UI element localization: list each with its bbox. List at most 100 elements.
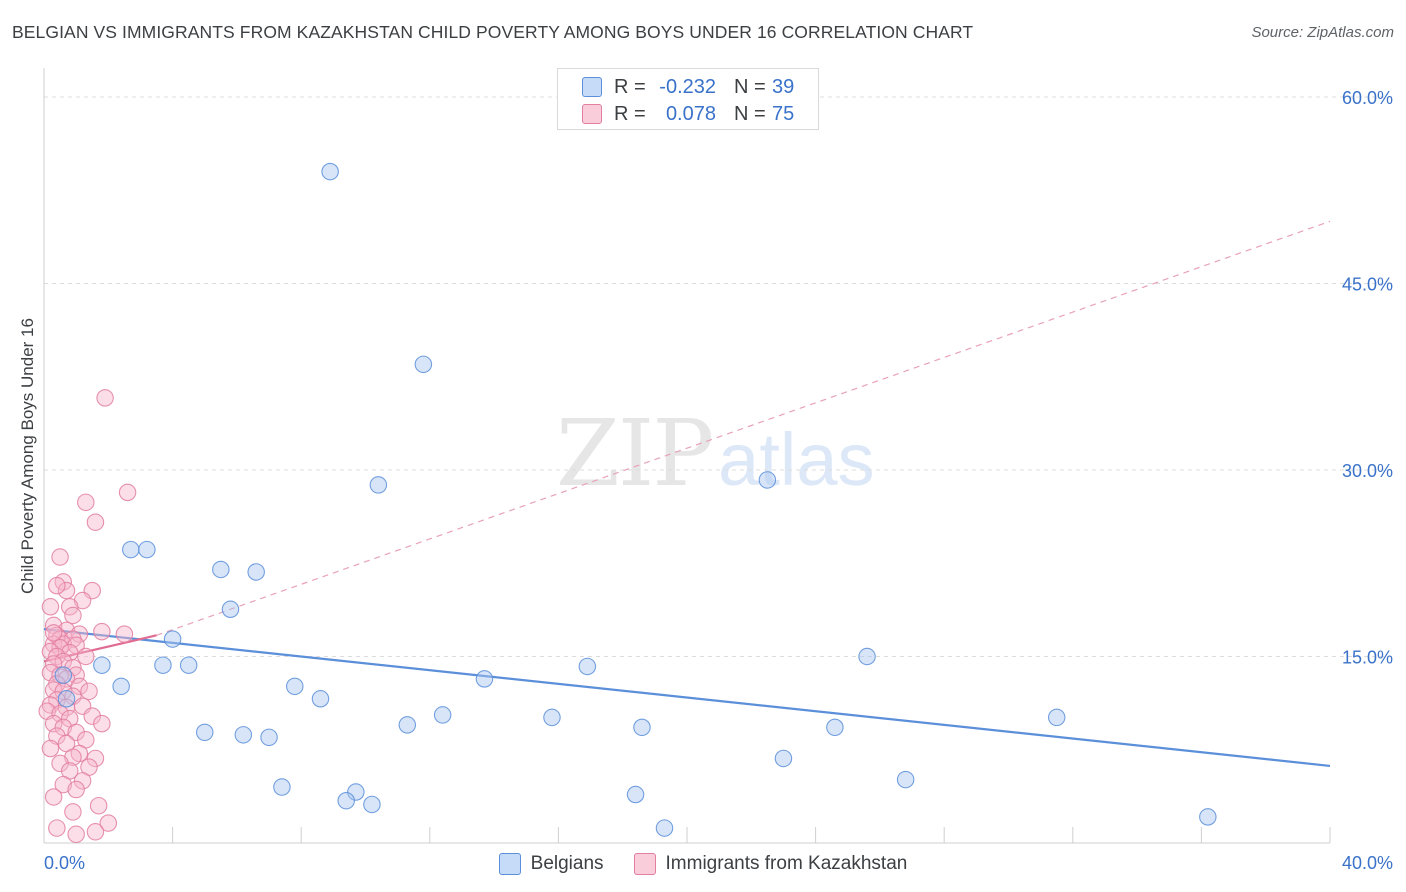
legend-swatch-kazakhstan [582,104,602,124]
point-belgians [758,471,777,489]
point-kazakhstan [57,621,76,640]
point-belgians [260,728,278,747]
point-kazakhstan [44,788,63,806]
point-belgians [1047,708,1066,727]
point-belgians [154,656,172,674]
legend-item-kazakhstan[interactable]: Immigrants from Kazakhstan [633,853,908,875]
point-kazakhstan [86,513,105,531]
point-belgians [286,677,304,696]
point-belgians [179,656,198,674]
point-kazakhstan [51,704,69,723]
point-belgians [311,690,330,708]
point-kazakhstan [70,677,89,696]
point-belgians [273,778,291,796]
label-layer: 15.0% 30.0% 45.0% 60.0% 0.0% 40.0% [44,88,1393,873]
point-kazakhstan [77,493,95,512]
point-belgians [363,795,381,814]
point-belgians [433,706,452,724]
point-belgians [112,677,130,696]
correlation-legend: R = -0.232 N = 39 R = 0.078 N = 75 [557,68,819,130]
legend-n-label: N = [734,102,766,125]
point-kazakhstan [93,714,111,733]
point-belgians [122,540,140,559]
point-kazakhstan [51,754,69,773]
legend-swatch-kazakhstan [633,853,656,875]
y-tick-label: 30.0% [1342,461,1393,481]
point-belgians [321,162,339,181]
point-kazakhstan [64,606,82,625]
point-kazakhstan [41,739,60,758]
legend-label-kazakhstan: Immigrants from Kazakhstan [665,853,908,874]
point-kazakhstan [48,576,66,595]
trend-layer [43,220,1331,768]
point-kazakhstan [67,780,85,799]
legend-swatch-belgians [582,77,602,97]
axis-layer [43,68,1331,844]
points-layer [38,162,1217,844]
point-belgians [626,785,645,804]
y-tick-label: 15.0% [1342,648,1393,668]
point-kazakhstan [83,707,101,725]
x-tick-label-max: 40.0% [1342,853,1393,873]
legend-r-value: -0.232 [659,75,716,98]
point-belgians [774,749,793,768]
watermark-atlas: atlas [718,418,875,501]
point-belgians [655,819,674,837]
point-kazakhstan [67,666,85,684]
legend-swatch-belgians [498,853,521,875]
point-belgians [347,783,365,801]
point-belgians [337,791,355,810]
y-tick-label: 60.0% [1342,88,1393,108]
y-axis-title: Child Poverty Among Boys Under 16 [18,318,37,594]
legend-label-belgians: Belgians [530,853,604,874]
legend-n-value: 75 [772,102,795,125]
point-kazakhstan [73,772,92,790]
point-kazakhstan [99,814,118,832]
point-kazakhstan [54,775,73,794]
point-kazakhstan [93,622,111,641]
point-kazakhstan [86,749,105,768]
point-kazakhstan [51,548,69,566]
point-belgians [858,647,876,666]
point-kazakhstan [64,803,82,821]
legend-row-belgians: R = -0.232 N = 39 [582,75,794,99]
point-kazakhstan [41,598,60,616]
grid-layer [44,96,1395,657]
point-belgians [234,726,253,744]
point-belgians [1199,808,1217,826]
x-tick-label-min: 0.0% [44,853,85,873]
watermark-zip: ZIP [556,400,714,507]
point-kazakhstan [118,483,137,502]
point-kazakhstan [67,825,85,844]
point-belgians [247,563,265,581]
legend-item-belgians[interactable]: Belgians [498,853,604,875]
point-belgians [196,723,214,742]
point-belgians [163,630,182,648]
point-kazakhstan [115,625,134,643]
point-kazakhstan [67,723,85,742]
y-tick-label: 45.0% [1342,275,1393,295]
legend-r-label: R = [614,75,646,98]
legend-r-label: R = [614,102,646,125]
point-kazakhstan [86,823,105,841]
point-kazakhstan [89,796,108,815]
point-belgians [138,540,156,559]
point-kazakhstan [44,624,63,642]
chart-source: Source: ZipAtlas.com [1251,24,1394,41]
point-belgians [414,355,433,374]
watermark: ZIPatlas [556,400,874,507]
point-kazakhstan [96,389,114,407]
point-belgians [54,666,73,684]
point-belgians [896,770,915,789]
trend-line-kazakhstan-dashed [156,220,1331,636]
point-belgians [398,716,417,734]
legend-n-value: 39 [772,75,795,98]
legend-n-label: N = [734,75,766,98]
point-belgians [543,708,561,727]
point-kazakhstan [48,819,66,837]
series-legend: Belgians Immigrants from Kazakhstan [0,852,1406,876]
trend-line-belgians [43,628,1331,768]
legend-r-value: 0.078 [665,102,716,125]
point-belgians [633,718,651,737]
